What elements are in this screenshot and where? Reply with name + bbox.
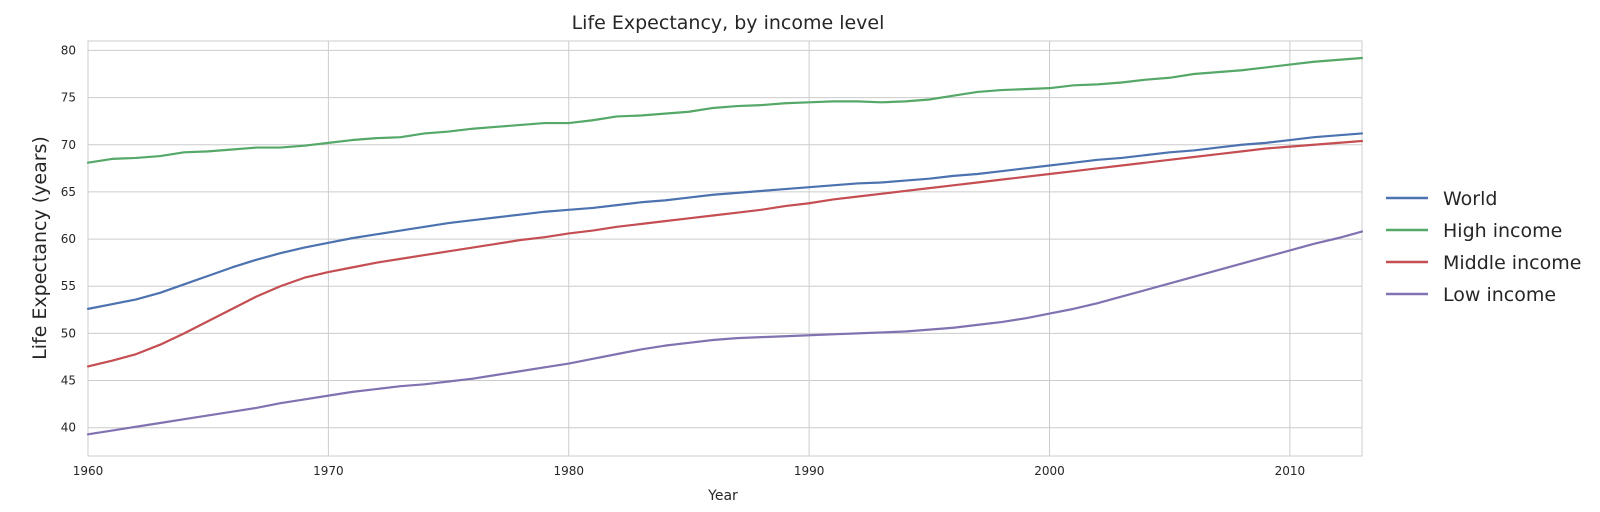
series-line-low-income: [86, 230, 1364, 436]
plot-frame: [87, 40, 1363, 457]
y-tick-label: 60: [61, 232, 76, 246]
y-axis-label: Life Expectancy (years): [29, 136, 51, 360]
chart-title: Life Expectancy, by income level: [572, 12, 885, 34]
grid-lines: [87, 40, 1363, 457]
series-lines: [86, 56, 1364, 436]
y-ticks: 40 45 50 55 60 65 70 75 80: [61, 43, 76, 434]
legend-item-high-income: High income: [1386, 220, 1562, 242]
x-tick-label: 1970: [313, 464, 344, 478]
series-line-world: [86, 132, 1364, 310]
x-tick-label: 2010: [1275, 464, 1306, 478]
x-tick-label: 1960: [73, 464, 104, 478]
series-line-high-income: [86, 56, 1364, 164]
x-tick-label: 2000: [1034, 464, 1065, 478]
y-tick-label: 45: [61, 374, 76, 388]
legend-label: Low income: [1443, 284, 1556, 306]
legend-item-low-income: Low income: [1386, 284, 1556, 306]
legend: World High income Middle income Low income: [1386, 188, 1581, 306]
y-tick-label: 75: [61, 91, 76, 105]
series-line-middle-income: [86, 139, 1364, 368]
legend-label: World: [1443, 188, 1497, 210]
y-tick-label: 40: [61, 421, 76, 435]
y-tick-label: 55: [61, 279, 76, 293]
legend-item-middle-income: Middle income: [1386, 252, 1581, 274]
legend-item-world: World: [1386, 188, 1497, 210]
y-tick-label: 70: [61, 138, 76, 152]
x-tick-label: 1980: [553, 464, 584, 478]
legend-label: High income: [1443, 220, 1562, 242]
y-tick-label: 50: [61, 326, 76, 340]
y-tick-label: 80: [61, 43, 76, 57]
x-tick-label: 1990: [794, 464, 825, 478]
y-tick-label: 65: [61, 185, 76, 199]
x-axis-label: Year: [707, 488, 738, 504]
legend-label: Middle income: [1443, 252, 1581, 274]
x-ticks: 1960 1970 1980 1990 2000 2010: [73, 464, 1305, 478]
